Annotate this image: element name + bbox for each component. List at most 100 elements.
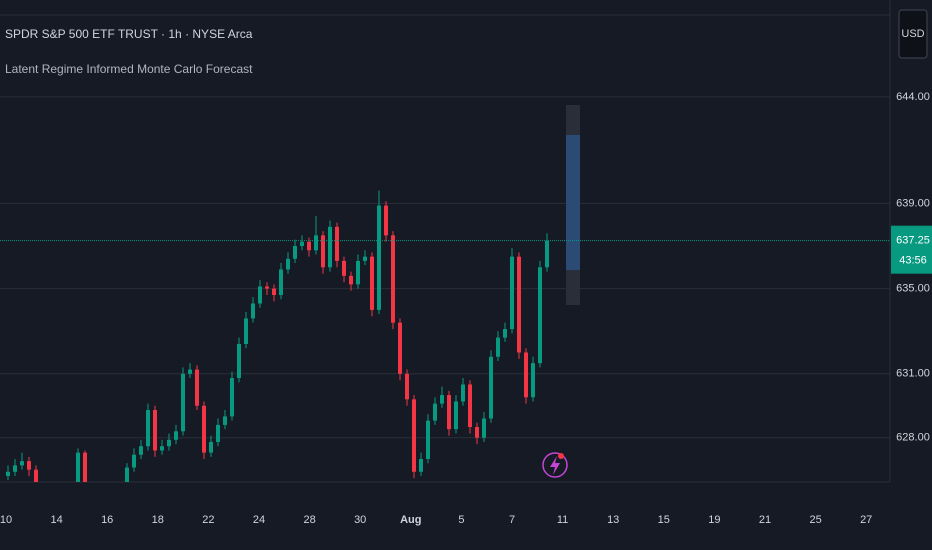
indicator-name: Latent Regime Informed Monte Carlo Forec… [5,62,253,76]
alert-dot [558,453,564,459]
x-tick-label: Aug [400,514,421,526]
candle-body [6,471,10,477]
chart-title: SPDR S&P 500 ETF TRUST · 1h · NYSE Arca [5,27,253,41]
candle-body [230,378,234,417]
y-tick-label: 628.00 [896,432,930,444]
candle-body [510,256,514,330]
alert-icon[interactable] [542,452,568,478]
candle-body [188,369,192,374]
candle-body [545,240,549,268]
x-tick-label: 10 [0,514,12,526]
candle-body [251,303,255,319]
candle-body [272,288,276,295]
last-price-label: 637.25 [896,235,930,247]
candle-body [300,241,304,247]
candle-body [447,395,451,430]
candle-body [307,241,311,251]
candle-body [181,373,185,432]
candle-body [76,452,80,482]
x-tick-label: 30 [354,514,366,526]
candle-body [153,410,157,451]
candle-body [27,461,31,470]
candle-body [223,416,227,425]
x-tick-label: 21 [759,514,771,526]
candle-body [412,399,416,472]
x-tick-label: 24 [253,514,265,526]
candle-body [349,275,353,285]
x-tick-label: 7 [509,514,515,526]
y-tick-label: 644.00 [896,91,930,103]
candle-body [377,205,381,310]
candle-body [125,467,129,482]
candle-body [524,352,528,398]
candle-body [202,405,206,453]
candle-body [244,318,248,344]
x-tick-label: 27 [860,514,872,526]
candle-body [314,235,318,251]
candle-body [265,286,269,289]
x-tick-label: 5 [458,514,464,526]
candle-body [405,373,409,400]
candle-body [426,420,430,459]
candle-body [433,403,437,421]
candle-body [209,441,213,453]
candle-body [167,439,171,447]
alert-ring [542,452,568,478]
candle-body [174,431,178,440]
alert-bolt [550,456,560,475]
candle-body [475,427,479,438]
x-tick-label: 15 [658,514,670,526]
x-tick-label: 13 [607,514,619,526]
candle-body [195,369,199,406]
candle-body [517,256,521,353]
candle-body [363,256,367,261]
candle-body [384,205,388,236]
candle-body [328,226,332,268]
candle-body [440,395,444,404]
candle-body [391,235,395,323]
candle-body [34,469,38,482]
candle-body [146,410,150,447]
candle-body [398,322,402,374]
x-tick-label: 14 [50,514,62,526]
x-tick-label: 16 [101,514,113,526]
currency-label: USD [901,28,924,40]
candle-body [454,401,458,430]
candle-body [482,418,486,438]
candle-body [335,226,339,261]
candle-body [160,446,164,451]
candle-body [531,363,535,398]
candle-body [503,329,507,338]
candle-body [419,458,423,472]
candle-body [468,384,472,428]
candle-body [258,286,262,304]
candle-body [496,337,500,357]
candle-body [489,356,493,419]
candle-body [132,454,136,468]
candle-body [20,461,24,466]
candle-body [237,343,241,379]
candle-body [279,269,283,295]
candle-body [538,267,542,364]
countdown-label: 43:56 [899,255,927,267]
last-price-box [891,225,932,274]
candle-body [83,452,87,482]
candle-body [370,256,374,310]
candle-body [13,465,17,472]
candle-body [321,235,325,268]
candle-body [356,260,360,285]
forecast-core [566,135,580,270]
candle-body [461,384,465,402]
x-tick-label: 11 [557,514,568,526]
candle-body [216,424,220,442]
candle-body [139,446,143,455]
x-tick-label: 25 [809,514,821,526]
currency-button[interactable] [898,9,928,59]
candle-body [286,258,290,270]
candle-body [342,260,346,276]
x-tick-label: 18 [152,514,164,526]
candle-body [293,246,297,259]
